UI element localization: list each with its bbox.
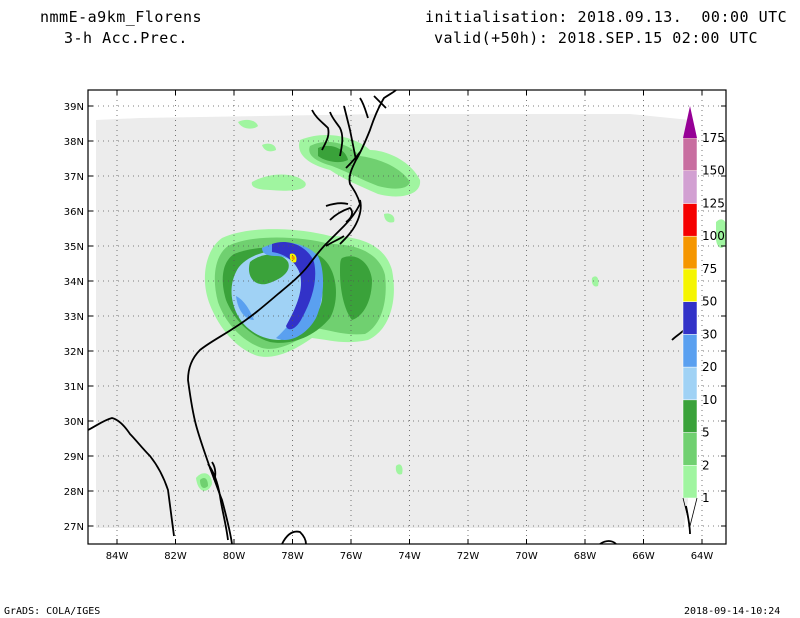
lon-label: 80W (223, 551, 246, 562)
lat-label: 31N (64, 382, 84, 393)
legend-label: 30 (702, 327, 717, 341)
legend-label: 20 (702, 360, 717, 374)
grads-credit: GrADS: COLA/IGES (4, 606, 101, 617)
precip-band-1 (238, 119, 258, 129)
precip-band-1 (384, 213, 395, 223)
lon-label: 70W (515, 551, 538, 562)
precip-band-8 (291, 255, 295, 260)
legend-swatch (682, 399, 698, 433)
lon-label: 66W (632, 551, 655, 562)
legend-swatch (682, 432, 698, 466)
model-name: nmmE-a9km_Florens (40, 8, 203, 26)
legend-swatch (682, 301, 698, 335)
precip-band-1 (591, 276, 599, 287)
latitude-axis: 39N 38N 37N 36N 35N 34N 33N 32N 31N 30N 29N 28N 27N (64, 102, 726, 533)
coastline (88, 90, 691, 544)
legend-swatch (682, 170, 698, 204)
lon-label: 72W (457, 551, 480, 562)
legend-swatch-top (683, 106, 697, 138)
lon-label: 78W (281, 551, 304, 562)
legend-label: 100 (702, 229, 725, 243)
lat-label: 39N (64, 102, 84, 113)
map-frame (87, 89, 727, 545)
precipitation-field (196, 119, 726, 491)
legend-swatch (682, 235, 698, 270)
lat-label: 27N (64, 522, 84, 533)
precip-band-1 (395, 464, 403, 475)
precip-band-1 (716, 219, 726, 248)
legend-swatch (682, 334, 698, 368)
plot-timestamp: 2018-09-14-10:24 (684, 606, 781, 617)
lat-label: 38N (64, 137, 84, 148)
precip-band-6 (272, 242, 316, 330)
lat-label: 34N (64, 277, 84, 288)
legend-label: 175 (702, 131, 725, 145)
legend-swatch (682, 366, 698, 401)
valid-time: valid(+50h): 2018.SEP.15 02:00 UTC (434, 29, 759, 47)
legend-swatch (682, 465, 698, 499)
lat-label: 33N (64, 312, 84, 323)
init-time: initialisation: 2018.09.13. 00:00 UTC (425, 8, 788, 26)
model-domain (96, 114, 690, 528)
legend-label: 150 (702, 164, 725, 178)
lat-label: 35N (64, 242, 84, 253)
legend-swatch (682, 137, 698, 171)
legend-label: 75 (702, 262, 717, 276)
lat-label: 29N (64, 452, 84, 463)
legend-swatch (682, 268, 698, 302)
graticule (88, 90, 726, 544)
precip-band-1 (251, 174, 306, 191)
lat-label: 30N (64, 417, 84, 428)
legend-swatch (682, 203, 698, 237)
lon-label: 84W (106, 551, 129, 562)
precip-band-5 (236, 296, 254, 320)
longitude-axis: 84W 82W 80W 78W 76W 74W 72W 70W 68W 66W 64W (106, 90, 714, 562)
lon-label: 82W (164, 551, 187, 562)
precip-band-3 (248, 254, 289, 285)
legend-label: 10 (702, 393, 717, 407)
lon-label: 68W (574, 551, 597, 562)
lon-label: 74W (398, 551, 421, 562)
lat-label: 32N (64, 347, 84, 358)
precip-band-1 (262, 143, 276, 152)
legend-bottom-arrow (682, 497, 698, 527)
lat-label: 37N (64, 172, 84, 183)
legend-label: 125 (702, 196, 725, 210)
lat-label: 28N (64, 487, 84, 498)
precip-band-2 (200, 478, 208, 488)
field-name: 3-h Acc.Prec. (64, 29, 188, 47)
legend-label: 5 (702, 426, 710, 440)
lon-label: 76W (340, 551, 363, 562)
lon-label: 64W (691, 551, 714, 562)
legend-label: 1 (702, 491, 710, 505)
precip-band-3 (340, 256, 372, 320)
legend-label: 2 (702, 458, 710, 472)
lat-label: 36N (64, 207, 84, 218)
legend-label: 50 (702, 295, 717, 309)
